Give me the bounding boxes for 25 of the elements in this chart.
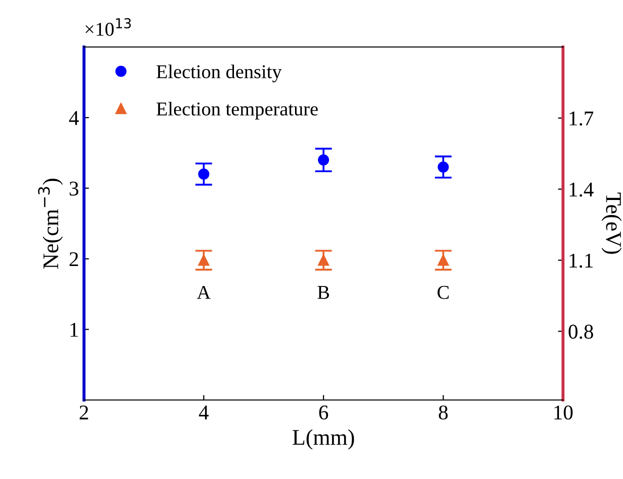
x-tick-label: 6 xyxy=(319,406,328,420)
annotation: B xyxy=(318,286,330,299)
y2-tick-label: 1.1 xyxy=(570,254,593,268)
point xyxy=(318,154,330,166)
y2-tick-label: 1.7 xyxy=(570,112,594,126)
text: ×10$^{13}$ xyxy=(86,18,131,36)
legend-label: Election density xyxy=(156,64,282,82)
y-tick-label: 4 xyxy=(69,111,79,125)
x-tick-label: 2 xyxy=(80,406,88,420)
y2-tick-label: 0.8 xyxy=(568,324,594,339)
point xyxy=(198,168,210,180)
x-axis-title: L(mm) xyxy=(292,429,354,450)
y-tick-label: 2 xyxy=(70,252,78,266)
annotation: C xyxy=(438,286,449,299)
legend-label: Election temperature xyxy=(156,102,318,120)
annotation: A xyxy=(196,286,211,299)
y2-tick-label: 1.4 xyxy=(570,182,594,197)
point xyxy=(438,161,449,173)
y2-axis-title: Te(eV) xyxy=(602,192,622,254)
y-axis-title: Ne(cm$^{−3}$) xyxy=(38,178,63,269)
x-tick-label: 8 xyxy=(438,405,448,420)
x-tick-label: 4 xyxy=(198,406,209,420)
y-tick-label: 3 xyxy=(70,182,78,196)
x-tick-label: 10 xyxy=(554,405,573,420)
y-tick-label: 1 xyxy=(70,322,78,337)
